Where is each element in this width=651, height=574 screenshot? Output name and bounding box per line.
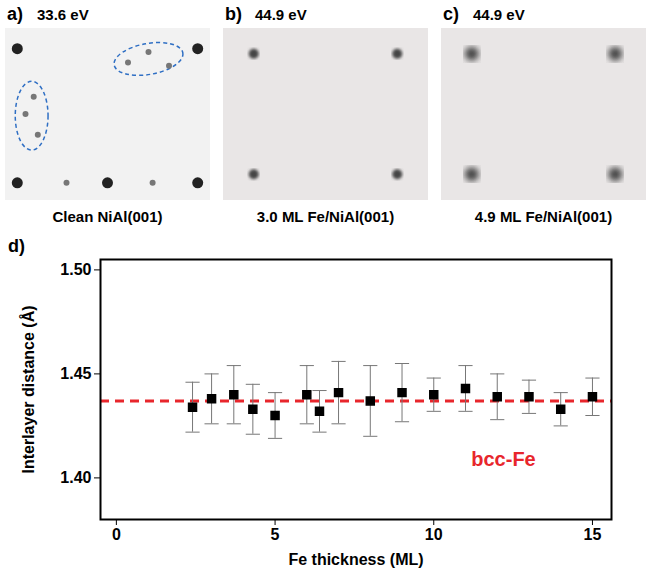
svg-text:b): b)	[225, 4, 242, 24]
svg-text:3.0 ML Fe/NiAl(001): 3.0 ML Fe/NiAl(001)	[257, 208, 394, 225]
svg-text:0: 0	[112, 526, 121, 543]
svg-text:1.50: 1.50	[60, 261, 91, 278]
svg-text:44.9 eV: 44.9 eV	[473, 6, 525, 23]
svg-text:Clean NiAl(001): Clean NiAl(001)	[52, 208, 162, 225]
svg-text:1.40: 1.40	[60, 469, 91, 486]
svg-text:15: 15	[584, 526, 602, 543]
svg-text:4.9 ML Fe/NiAl(001): 4.9 ML Fe/NiAl(001)	[475, 208, 612, 225]
svg-text:c): c)	[443, 4, 459, 24]
svg-text:1.45: 1.45	[60, 365, 91, 382]
svg-text:bcc-Fe: bcc-Fe	[471, 448, 535, 470]
svg-text:33.6 eV: 33.6 eV	[37, 6, 89, 23]
svg-text:Fe thickness (ML): Fe thickness (ML)	[288, 551, 423, 568]
svg-text:10: 10	[425, 526, 443, 543]
html-text:d): d)	[8, 236, 25, 256]
svg-text:Interlayer distance (Å): Interlayer distance (Å)	[19, 305, 37, 473]
svg-text:a): a)	[7, 4, 23, 24]
svg-text:44.9 eV: 44.9 eV	[255, 6, 307, 23]
svg-text:5: 5	[271, 526, 280, 543]
